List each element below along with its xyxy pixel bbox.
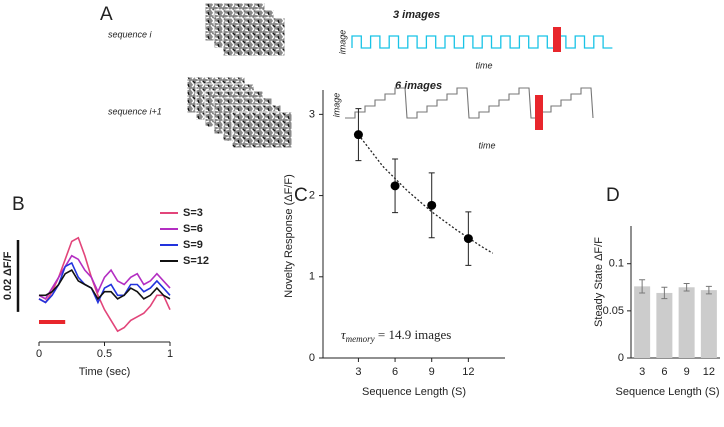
annotation-subscript: memory bbox=[346, 334, 375, 344]
wave-ylabel: image bbox=[331, 93, 341, 118]
annotation: τmemory = 14.9 images bbox=[341, 327, 451, 344]
wave-ylabel: image bbox=[337, 30, 347, 55]
novel-marker bbox=[535, 95, 543, 130]
wave-title: 6 images bbox=[395, 80, 442, 92]
legend-label: S=12 bbox=[183, 255, 209, 267]
point bbox=[353, 130, 363, 140]
x-axis-label: Time (sec) bbox=[79, 366, 131, 378]
legend-label: S=3 bbox=[183, 207, 203, 219]
axes bbox=[322, 90, 505, 359]
y-tick-label: 2 bbox=[309, 189, 315, 201]
wave-xlabel: time bbox=[475, 60, 492, 70]
wave-title: 3 images bbox=[393, 9, 440, 21]
sequence-label: sequence i bbox=[108, 29, 153, 39]
novel-marker bbox=[553, 27, 561, 52]
x-tick-label: 0.5 bbox=[97, 348, 112, 360]
staircase-wave bbox=[345, 87, 594, 119]
series-line bbox=[38, 261, 171, 305]
series-line bbox=[38, 236, 171, 333]
fit-curve bbox=[357, 134, 494, 254]
scale-bar-label: 0.02 ΔF/F bbox=[2, 251, 14, 300]
y-tick-label: 3 bbox=[309, 108, 315, 120]
legend-label: S=9 bbox=[183, 239, 203, 251]
y-axis-label: Steady State ΔF/F bbox=[593, 237, 605, 327]
point bbox=[427, 200, 437, 210]
x-tick-label: 3 bbox=[355, 366, 361, 378]
x-axis-label: Sequence Length (S) bbox=[362, 386, 466, 398]
x-axis-label: Sequence Length (S) bbox=[616, 386, 720, 398]
x-tick-label: 12 bbox=[462, 366, 474, 378]
x-tick-label: 0 bbox=[36, 348, 42, 360]
point bbox=[463, 234, 473, 244]
y-axis-label: Novelty Response (ΔF/F) bbox=[283, 174, 295, 298]
panel-label: D bbox=[606, 185, 620, 206]
panel-label: C bbox=[294, 185, 308, 206]
stack-a bbox=[204, 2, 286, 57]
stack-b bbox=[186, 76, 293, 149]
annotation-symbol: τ bbox=[341, 327, 347, 342]
y-tick-label: 0 bbox=[309, 352, 315, 364]
y-tick-label: 0.1 bbox=[609, 258, 624, 270]
series-line bbox=[39, 269, 171, 301]
panel-label: B bbox=[12, 194, 25, 215]
y-tick-label: 1 bbox=[309, 271, 315, 283]
annotation-text: = 14.9 images bbox=[375, 327, 452, 342]
error-bar bbox=[705, 285, 712, 295]
wave-xlabel: time bbox=[478, 140, 495, 150]
y-tick-label: 0 bbox=[618, 352, 624, 364]
square-wave bbox=[351, 35, 613, 49]
x-tick-label: 9 bbox=[429, 366, 435, 378]
bar bbox=[700, 290, 717, 358]
error-bar bbox=[639, 279, 646, 294]
x-tick-label: 1 bbox=[167, 348, 173, 360]
error-bar bbox=[683, 283, 690, 292]
x-tick-label: 12 bbox=[703, 366, 715, 378]
x-tick-label: 9 bbox=[684, 366, 690, 378]
point bbox=[390, 181, 400, 191]
x-tick-label: 6 bbox=[661, 366, 667, 378]
x-tick-label: 3 bbox=[639, 366, 645, 378]
bar bbox=[634, 286, 651, 358]
sequence-label: sequence i+1 bbox=[108, 106, 162, 116]
bar bbox=[656, 292, 673, 358]
y-tick-label: 0.05 bbox=[603, 305, 624, 317]
legend-label: S=6 bbox=[183, 223, 203, 235]
x-tick-label: 6 bbox=[392, 366, 398, 378]
series-line bbox=[38, 254, 171, 300]
stimulus-bar bbox=[39, 320, 66, 324]
panel-label: A bbox=[100, 4, 113, 25]
error-bar bbox=[661, 286, 668, 300]
bar bbox=[678, 287, 695, 358]
